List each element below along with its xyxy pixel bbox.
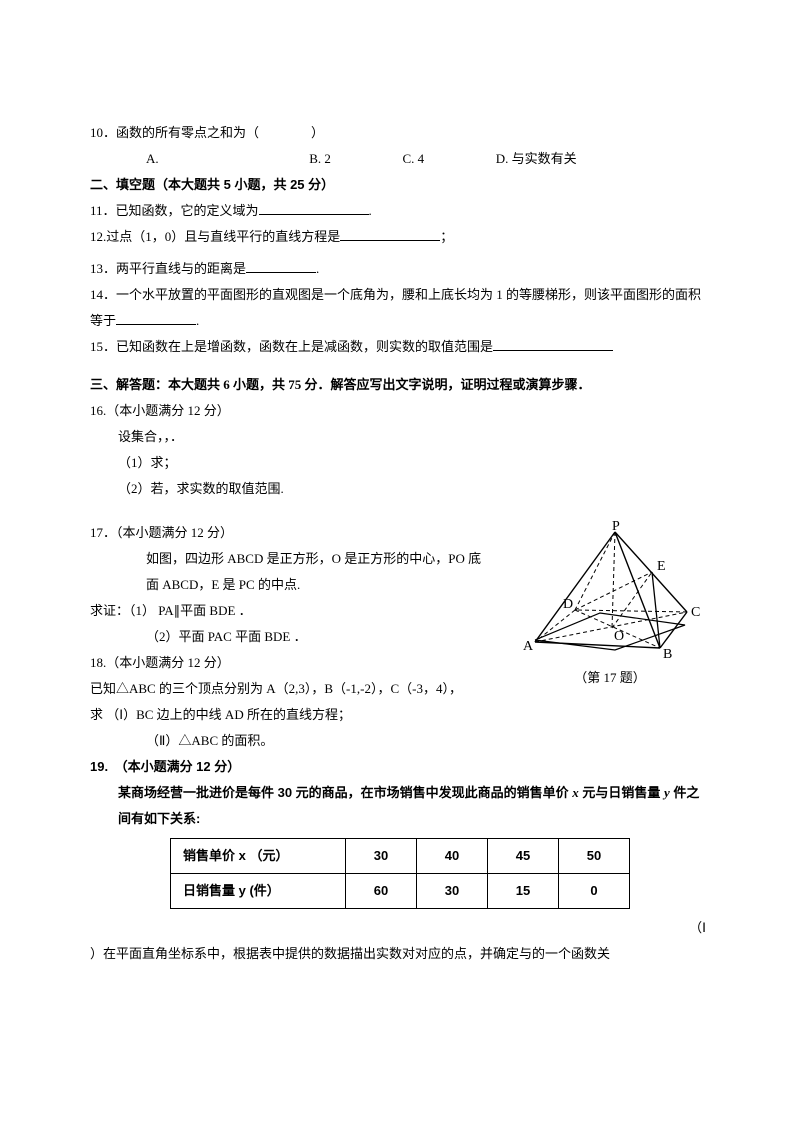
question-11: 11．已知函数，它的定义域为. (90, 198, 710, 224)
q18-l3: 求 （Ⅰ）BC 边上的中线 AD 所在的直线方程； (90, 702, 710, 728)
label-O: O (614, 629, 624, 644)
q19-l1: 19. （本小题满分 12 分） (90, 754, 710, 780)
q19-l2b: 元与日销售量 (579, 785, 664, 800)
section-3-header: 三、解答题：本大题共 6 小题，共 75 分．解答应写出文字说明，证明过程或演算… (90, 372, 710, 398)
q12-blank (340, 227, 440, 241)
q19-l3: ）在平面直角坐标系中，根据表中提供的数据描出实数对对应的点，并确定与的一个函数关 (90, 941, 710, 967)
cell: 30 (417, 874, 488, 909)
question-14: 14．一个水平放置的平面图形的直观图是一个底角为，腰和上底长均为 1 的等腰梯形… (90, 282, 710, 334)
q10-opt-a: A. (146, 146, 306, 172)
cell: 40 (417, 839, 488, 874)
q13-blank (246, 259, 316, 273)
label-E: E (657, 559, 666, 574)
q17-l1: 17．（本小题满分 12 分） (90, 520, 490, 546)
q15-blank (493, 337, 613, 351)
q12-post: ； (440, 229, 453, 244)
label-D: D (563, 597, 573, 612)
q13-pre: 13．两平行直线与的距离是 (90, 261, 246, 276)
question-13: 13．两平行直线与的距离是. (90, 256, 710, 282)
q18-l2: 已知△ABC 的三个顶点分别为 A（2,3），B（-1,-2），C（-3，4）， (90, 676, 490, 702)
question-10: 10．函数的所有零点之和为（ ） (90, 120, 710, 146)
cell: 0 (559, 874, 630, 909)
label-P: P (612, 520, 620, 534)
label-A: A (523, 639, 534, 654)
q12-pre: 12.过点（1，0）且与直线平行的直线方程是 (90, 229, 340, 244)
q11-pre: 11．已知函数，它的定义域为 (90, 203, 259, 218)
q17-l2: 如图，四边形 ABCD 是正方形，O 是正方形的中心，PO 底面 ABCD，E … (90, 546, 490, 598)
q18-l4: （Ⅱ）△ABC 的面积。 (90, 728, 710, 754)
q18-l1: 18.（本小题满分 12 分） (90, 650, 490, 676)
question-15: 15．已知函数在上是增函数，函数在上是减函数，则实数的取值范围是 (90, 334, 710, 360)
cell: 15 (488, 874, 559, 909)
q17-figure: P E C B O D A (515, 520, 705, 665)
cell: 60 (346, 874, 417, 909)
q13-post: . (316, 261, 319, 276)
q10-opt-d: D. 与实数有关 (496, 146, 577, 172)
q10-text: 10．函数的所有零点之和为（ ） (90, 125, 324, 140)
cell: 50 (559, 839, 630, 874)
q19-table: 销售单价 x （元） 30 40 45 50 日销售量 y (件） 60 30 … (170, 838, 630, 909)
q10-opt-c: C. 4 (403, 146, 493, 172)
q16-l1: 16.（本小题满分 12 分） (90, 398, 710, 424)
section-2-header: 二、填空题（本大题共 5 小题，共 25 分） (90, 172, 710, 198)
q11-blank (259, 201, 369, 215)
cell: 30 (346, 839, 417, 874)
question-12: 12.过点（1，0）且与直线平行的直线方程是 ； (90, 224, 710, 250)
question-17-row: 17．（本小题满分 12 分） 如图，四边形 ABCD 是正方形，O 是正方形的… (90, 520, 710, 702)
label-B: B (663, 647, 672, 662)
table-row: 销售单价 x （元） 30 40 45 50 (171, 839, 630, 874)
q17-l4: （2）平面 PAC 平面 BDE ． (90, 624, 490, 650)
table-row: 日销售量 y (件） 60 30 15 0 (171, 874, 630, 909)
cell: 销售单价 x （元） (171, 839, 346, 874)
q19-l2: 某商场经营一批进价是每件 30 元的商品，在市场销售中发现此商品的销售单价 x … (90, 780, 710, 832)
cell: 日销售量 y (件） (171, 874, 346, 909)
q16-l2: 设集合，，． (90, 424, 710, 450)
q15-pre: 15．已知函数在上是增函数，函数在上是减函数，则实数的取值范围是 (90, 339, 493, 354)
q10-opt-b: B. 2 (309, 146, 399, 172)
q11-post: . (369, 203, 372, 218)
q17-l3: 求证：（1） PA∥平面 BDE ． (90, 598, 490, 624)
q19-l2a: 某商场经营一批进价是每件 30 元的商品，在市场销售中发现此商品的销售单价 (118, 785, 572, 800)
cell: 45 (488, 839, 559, 874)
label-C: C (691, 605, 700, 620)
q14-post: . (196, 313, 199, 328)
q16-l3: （1）求； (90, 450, 710, 476)
q19-tail: （Ⅰ (90, 915, 710, 941)
q17-caption: （第 17 题） (510, 665, 710, 691)
q14-blank (116, 311, 196, 325)
q16-l4: （2）若，求实数的取值范围. (90, 476, 710, 502)
q10-options: A. B. 2 C. 4 D. 与实数有关 (90, 146, 710, 172)
